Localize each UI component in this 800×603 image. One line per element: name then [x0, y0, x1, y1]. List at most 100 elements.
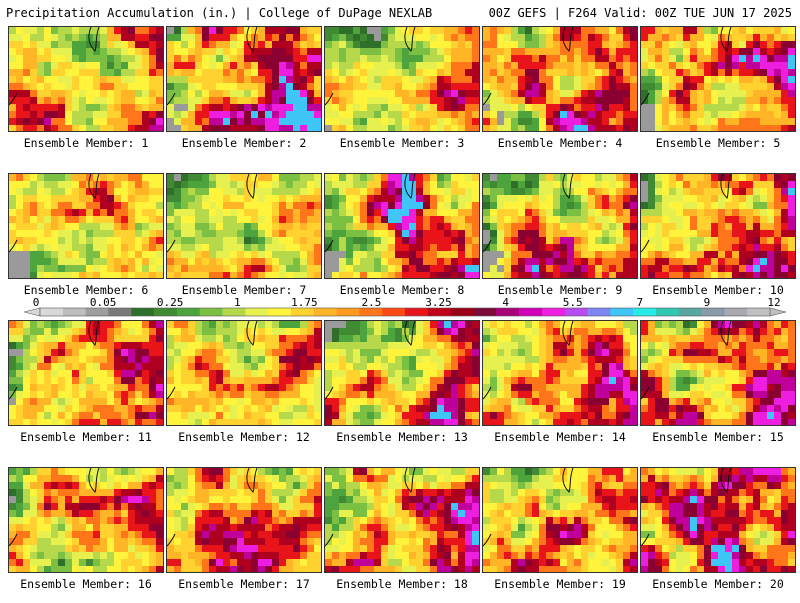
colorbar-swatch [428, 308, 451, 316]
ensemble-member-label: Ensemble Member: 12 [166, 430, 322, 444]
colorbar-tick-label: 9 [704, 296, 711, 309]
precip-map [166, 173, 322, 279]
precip-map [8, 173, 164, 279]
ensemble-panel-15: Ensemble Member: 15 [640, 320, 796, 456]
ensemble-member-label: Ensemble Member: 13 [324, 430, 480, 444]
colorbar-swatch [108, 308, 131, 316]
precip-map [166, 320, 322, 426]
ensemble-member-label: Ensemble Member: 9 [482, 283, 638, 297]
colorbar-tick-label: 1 [234, 296, 241, 309]
precip-map [482, 173, 638, 279]
colorbar-swatch [633, 308, 656, 316]
ensemble-panel-16: Ensemble Member: 16 [8, 467, 164, 603]
colorbar-swatch [131, 308, 154, 316]
colorbar-tick-label: 0 [33, 296, 40, 309]
colorbar-legend: 0 0.05 0.25 1 1.75 2.5 3.25 4 5.5 7 9 12 [0, 296, 800, 320]
colorbar-swatch [588, 308, 611, 316]
colorbar-swatch [473, 308, 496, 316]
precip-map [166, 467, 322, 573]
ensemble-member-label: Ensemble Member: 2 [166, 136, 322, 150]
colorbar-tick-label: 3.25 [425, 296, 452, 309]
precip-map [640, 26, 796, 132]
precip-map [324, 26, 480, 132]
colorbar-swatch [747, 308, 770, 316]
precip-map [324, 467, 480, 573]
precip-map [482, 26, 638, 132]
ensemble-panel-8: Ensemble Member: 8 [324, 173, 480, 309]
ensemble-panel-6: Ensemble Member: 6 [8, 173, 164, 309]
precip-map [166, 26, 322, 132]
colorbar-swatch [702, 308, 725, 316]
colorbar-tick-label: 1.75 [291, 296, 318, 309]
colorbar-swatch [268, 308, 291, 316]
ensemble-panel-1: Ensemble Member: 1 [8, 26, 164, 162]
ensemble-member-label: Ensemble Member: 7 [166, 283, 322, 297]
colorbar-swatch [337, 308, 360, 316]
chart-title: Precipitation Accumulation (in.) | Colle… [6, 6, 432, 20]
colorbar-swatch [405, 308, 428, 316]
ensemble-member-label: Ensemble Member: 14 [482, 430, 638, 444]
colorbar-swatch [496, 308, 519, 316]
colorbar-right-arrow [770, 308, 786, 316]
colorbar-swatch [519, 308, 542, 316]
colorbar-tick-label: 2.5 [362, 296, 382, 309]
colorbar-swatch [542, 308, 565, 316]
colorbar-tick-label: 0.05 [90, 296, 117, 309]
ensemble-member-label: Ensemble Member: 11 [8, 430, 164, 444]
colorbar-swatch [314, 308, 337, 316]
precip-map [482, 467, 638, 573]
colorbar-tick-label: 7 [637, 296, 644, 309]
colorbar-swatch [40, 308, 63, 316]
colorbar-swatch [724, 308, 747, 316]
precip-map [8, 26, 164, 132]
colorbar-swatch [200, 308, 223, 316]
ensemble-member-label: Ensemble Member: 4 [482, 136, 638, 150]
precip-map [640, 467, 796, 573]
ensemble-panel-20: Ensemble Member: 20 [640, 467, 796, 603]
run-valid-time: 00Z GEFS | F264 Valid: 00Z TUE JUN 17 20… [489, 6, 792, 20]
colorbar-swatch [382, 308, 405, 316]
colorbar-swatch [656, 308, 679, 316]
colorbar-tick-label: 12 [767, 296, 780, 309]
colorbar-swatch [86, 308, 109, 316]
precip-map [8, 467, 164, 573]
ensemble-panel-3: Ensemble Member: 3 [324, 26, 480, 162]
ensemble-member-label: Ensemble Member: 17 [166, 577, 322, 591]
ensemble-member-label: Ensemble Member: 15 [640, 430, 796, 444]
colorbar-swatch [223, 308, 246, 316]
ensemble-member-label: Ensemble Member: 8 [324, 283, 480, 297]
ensemble-member-label: Ensemble Member: 6 [8, 283, 164, 297]
ensemble-panel-10: Ensemble Member: 10 [640, 173, 796, 309]
precip-map [640, 320, 796, 426]
ensemble-member-label: Ensemble Member: 5 [640, 136, 796, 150]
ensemble-panel-17: Ensemble Member: 17 [166, 467, 322, 603]
ensemble-member-label: Ensemble Member: 1 [8, 136, 164, 150]
ensemble-panel-18: Ensemble Member: 18 [324, 467, 480, 603]
colorbar-tick-label: 0.25 [157, 296, 184, 309]
colorbar-swatch [177, 308, 200, 316]
colorbar-swatch [154, 308, 177, 316]
ensemble-panel-4: Ensemble Member: 4 [482, 26, 638, 162]
ensemble-panel-12: Ensemble Member: 12 [166, 320, 322, 456]
precip-map [482, 320, 638, 426]
colorbar-tick-label: 4 [502, 296, 509, 309]
colorbar-swatch [610, 308, 633, 316]
precip-map [324, 173, 480, 279]
ensemble-member-label: Ensemble Member: 3 [324, 136, 480, 150]
precip-map [640, 173, 796, 279]
ensemble-member-label: Ensemble Member: 16 [8, 577, 164, 591]
ensemble-member-label: Ensemble Member: 18 [324, 577, 480, 591]
colorbar-swatch [565, 308, 588, 316]
colorbar-left-arrow [24, 308, 40, 316]
colorbar-swatch [359, 308, 382, 316]
ensemble-panel-19: Ensemble Member: 19 [482, 467, 638, 603]
ensemble-panel-9: Ensemble Member: 9 [482, 173, 638, 309]
colorbar-swatch [679, 308, 702, 316]
ensemble-panel-14: Ensemble Member: 14 [482, 320, 638, 456]
ensemble-member-label: Ensemble Member: 19 [482, 577, 638, 591]
colorbar-swatch [63, 308, 86, 316]
precip-map [8, 320, 164, 426]
ensemble-panel-7: Ensemble Member: 7 [166, 173, 322, 309]
ensemble-panel-11: Ensemble Member: 11 [8, 320, 164, 456]
colorbar-tick-label: 5.5 [563, 296, 583, 309]
